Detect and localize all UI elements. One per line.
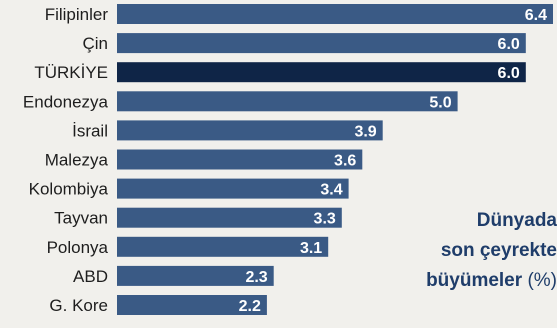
bar-2 xyxy=(117,62,526,83)
caption-line-2: son çeyrekte xyxy=(440,240,557,261)
bar-4 xyxy=(117,120,383,141)
category-label-5: Malezya xyxy=(45,151,109,170)
category-label-9: ABD xyxy=(73,267,108,286)
category-label-4: İsrail xyxy=(72,121,108,140)
chart-caption: Dünyada son çeyrekte büyümeler (%) xyxy=(367,206,557,296)
bar-7 xyxy=(117,207,342,228)
bar-8 xyxy=(117,236,329,257)
value-label-1: 6.0 xyxy=(498,36,520,53)
bar-5 xyxy=(117,149,363,170)
caption-line-3: büyümeler xyxy=(426,270,523,291)
category-label-2: TÜRKİYE xyxy=(34,63,108,82)
value-label-10: 2.2 xyxy=(239,298,261,315)
value-label-2: 6.0 xyxy=(498,65,520,82)
category-label-6: Kolombiya xyxy=(29,180,109,199)
bar-3 xyxy=(117,91,458,112)
category-label-0: Filipinler xyxy=(45,5,109,24)
value-label-4: 3.9 xyxy=(354,123,376,140)
bar-6 xyxy=(117,178,349,199)
caption-unit: (%) xyxy=(527,270,557,291)
category-label-8: Polonya xyxy=(47,238,109,257)
value-label-0: 6.4 xyxy=(525,7,547,24)
bar-10 xyxy=(117,295,267,315)
category-label-3: Endonezya xyxy=(23,92,109,111)
category-label-1: Çin xyxy=(82,34,108,53)
category-label-10: G. Kore xyxy=(49,296,108,315)
category-label-7: Tayvan xyxy=(54,209,108,228)
value-label-7: 3.3 xyxy=(314,211,336,228)
bar-9 xyxy=(117,265,274,286)
bar-0 xyxy=(117,4,553,24)
value-label-9: 2.3 xyxy=(245,269,267,286)
value-label-5: 3.6 xyxy=(334,153,356,170)
value-label-3: 5.0 xyxy=(429,94,451,111)
value-label-8: 3.1 xyxy=(300,240,322,257)
bar-1 xyxy=(117,33,526,54)
value-label-6: 3.4 xyxy=(320,182,342,199)
caption-line-1: Dünyada xyxy=(476,210,557,231)
